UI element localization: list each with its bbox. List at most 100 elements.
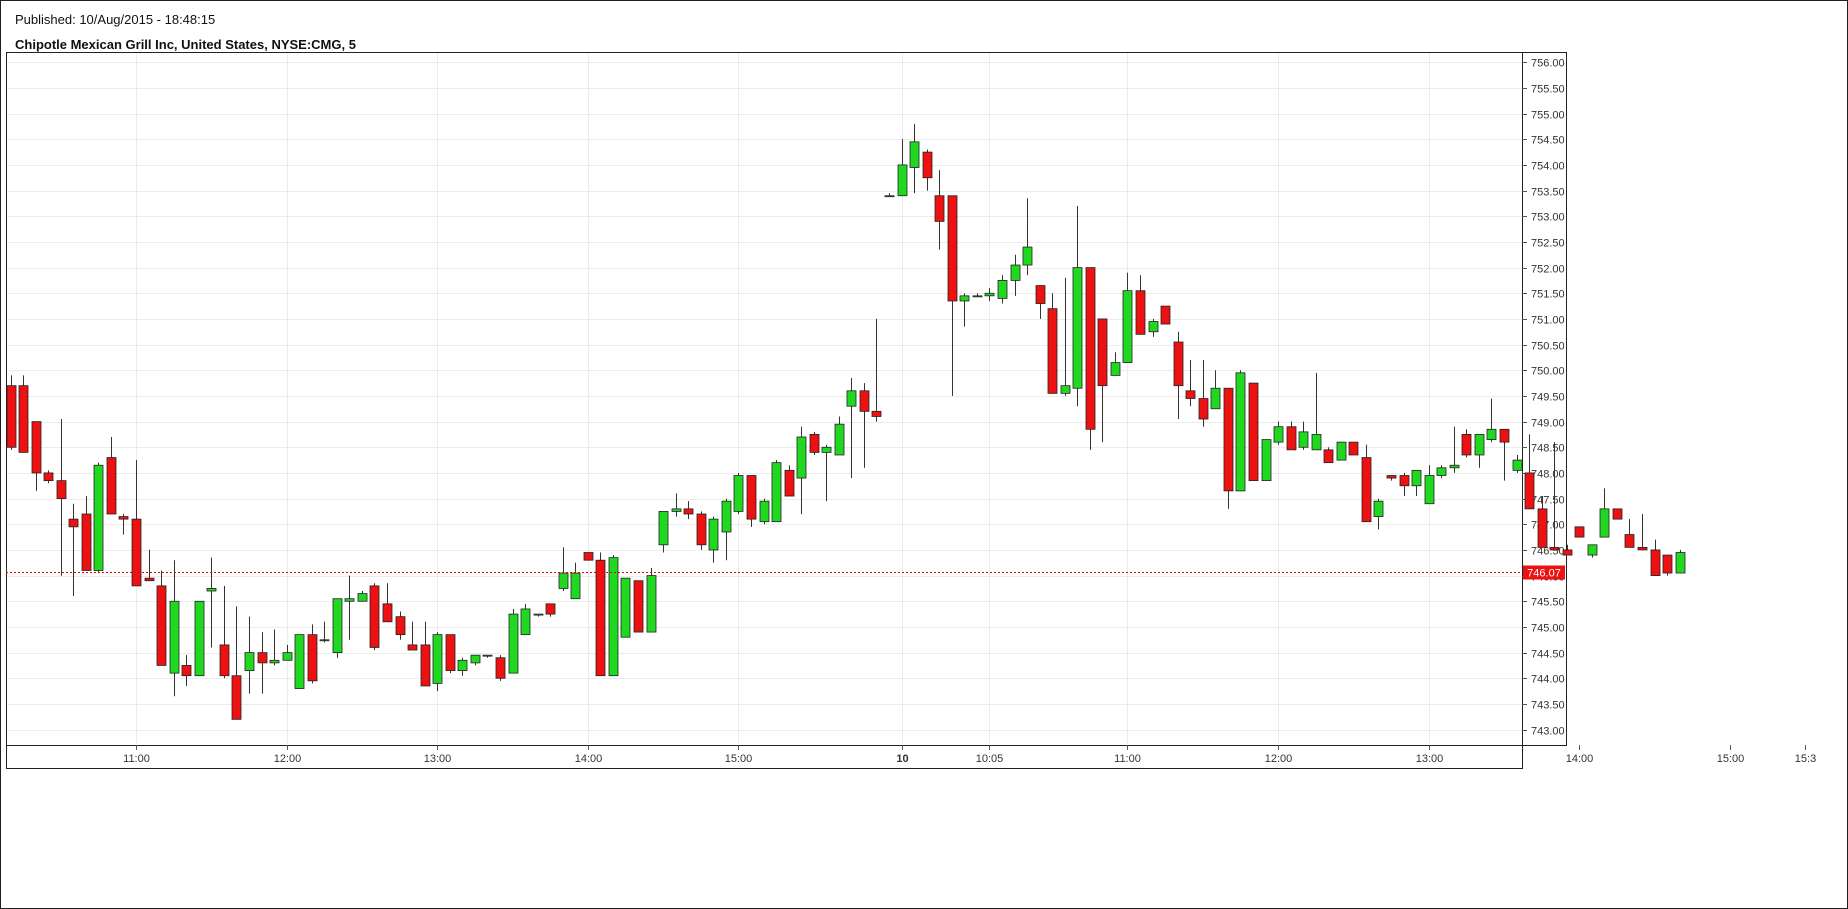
candle <box>533 613 544 617</box>
x-tick-label: 14:00 <box>575 753 603 765</box>
candle-body <box>1336 441 1347 461</box>
candle <box>1035 285 1046 319</box>
candle <box>1323 447 1334 464</box>
candle-body <box>733 475 744 512</box>
candle <box>1549 442 1560 551</box>
candle <box>1160 305 1171 325</box>
x-tick-label: 14:00 <box>1566 753 1594 765</box>
candle-body <box>1110 362 1121 376</box>
candle-body <box>1085 267 1096 430</box>
candle-body <box>1512 459 1523 471</box>
candle-body <box>395 616 406 636</box>
candle-body <box>269 659 280 664</box>
candle-body <box>332 598 343 654</box>
candle-body <box>834 423 845 456</box>
last-price-label: 746.07 <box>1527 568 1561 580</box>
x-tick-label: 11:00 <box>123 753 150 765</box>
y-tick-label: 747.00 <box>1531 520 1565 532</box>
candle-body <box>194 600 205 677</box>
candle-body <box>1160 305 1171 325</box>
candle-body <box>56 480 67 499</box>
candle <box>1461 429 1472 458</box>
candle-body <box>608 557 619 677</box>
candle <box>646 567 657 633</box>
candle <box>984 288 995 301</box>
candle-body <box>219 644 230 677</box>
candle <box>106 437 117 515</box>
candle <box>997 275 1008 304</box>
candle <box>369 583 380 651</box>
candle <box>708 516 719 563</box>
x-tick-label: 10 <box>896 753 908 765</box>
candle-body <box>708 518 719 551</box>
candle-body <box>319 639 330 642</box>
candle <box>1599 488 1610 538</box>
candle-body <box>771 462 782 523</box>
candle-body <box>1248 382 1259 482</box>
candle-body <box>1449 464 1460 469</box>
y-tick-label: 749.50 <box>1531 392 1565 404</box>
candle <box>696 511 707 550</box>
y-tick-label: 748.50 <box>1531 443 1565 455</box>
plot-area-border <box>6 52 1523 769</box>
candle-body <box>1235 372 1246 492</box>
last-price-badge <box>1523 565 1565 580</box>
candle <box>6 375 17 450</box>
candle <box>307 624 318 684</box>
candle <box>194 600 205 677</box>
candle <box>746 475 757 527</box>
candle-body <box>846 390 857 407</box>
candle-body <box>1373 500 1384 517</box>
candle <box>947 195 958 396</box>
candle <box>382 583 393 623</box>
y-tick-label: 751.00 <box>1531 315 1565 327</box>
candle <box>570 562 581 600</box>
candle <box>1624 519 1635 548</box>
candle-body <box>696 513 707 546</box>
candle-body <box>244 652 255 671</box>
y-tick-label: 749.00 <box>1531 418 1565 430</box>
candle <box>733 472 744 514</box>
candle <box>1198 360 1209 427</box>
candle-body <box>1022 246 1033 266</box>
candle-body <box>144 577 155 582</box>
candle <box>620 577 631 638</box>
candle <box>834 416 845 456</box>
candle <box>1286 421 1297 451</box>
candle <box>219 585 230 679</box>
candle <box>156 570 167 666</box>
candle <box>93 462 104 574</box>
candle-body <box>1185 390 1196 399</box>
candle-body <box>68 518 79 528</box>
candle-body <box>1624 534 1635 548</box>
candle <box>269 629 280 666</box>
candle-body <box>382 603 393 623</box>
x-tick-label: 11:00 <box>1114 753 1141 765</box>
candle-body <box>1587 544 1598 556</box>
candle-body <box>1499 428 1510 443</box>
candle <box>1022 198 1033 276</box>
time-axis: 11:00 12:00 13:00 14:00 15:00 10 10:05 11:00 12:… <box>6 745 1816 765</box>
y-tick-label: 756.00 <box>1531 58 1565 70</box>
candle <box>884 193 895 198</box>
candle-body <box>959 295 970 302</box>
candle <box>332 598 343 658</box>
candle-body <box>1524 472 1535 510</box>
y-tick-label: 752.00 <box>1531 264 1565 276</box>
candle-body <box>558 572 569 589</box>
candle <box>784 465 795 497</box>
candle-body <box>1436 467 1447 476</box>
candle <box>1235 370 1246 492</box>
candle-body <box>1562 549 1573 556</box>
candle <box>1386 475 1397 481</box>
candle-body <box>1675 552 1686 574</box>
candle <box>683 501 694 520</box>
candle <box>1562 544 1573 556</box>
candle <box>909 123 920 194</box>
candle-body <box>156 585 167 666</box>
candle <box>1097 318 1108 443</box>
candle <box>1486 398 1497 443</box>
candle-body <box>922 151 933 179</box>
y-tick-label: 751.50 <box>1531 289 1565 301</box>
